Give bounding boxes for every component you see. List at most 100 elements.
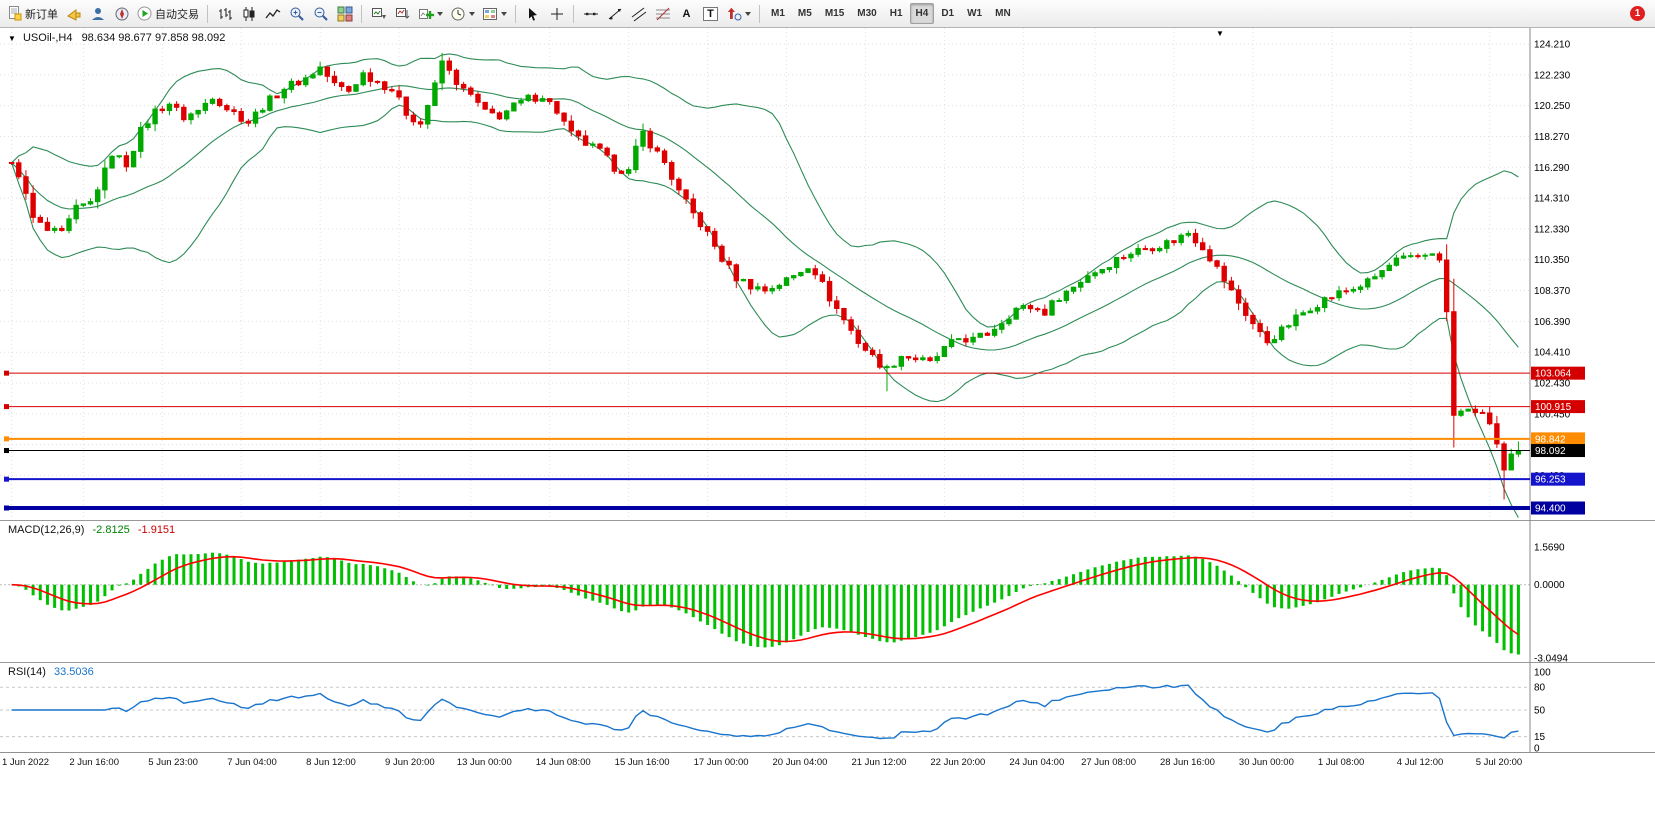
macd-scale-label: 1.5690: [1534, 543, 1565, 554]
timeframe-m5-button[interactable]: M5: [792, 3, 818, 24]
main-price-chart[interactable]: 124.210 122.230 120.250 118.270 116.290 114.3…: [0, 28, 1655, 520]
crosshair-button[interactable]: [545, 2, 568, 25]
time-axis-label: 1 Jul 08:00: [1317, 757, 1365, 768]
tile-windows-icon: [337, 6, 352, 21]
price-scale-label: 120.250: [1534, 101, 1571, 112]
timeframe-h1-button[interactable]: H1: [884, 3, 909, 24]
arrows-tool-button[interactable]: [723, 2, 754, 25]
autotrading-button[interactable]: 自动交易: [134, 2, 202, 25]
notification-badge[interactable]: 1: [1630, 6, 1645, 21]
clock-icon: [451, 7, 465, 20]
time-axis-label: 9 Jun 20:00: [385, 757, 435, 768]
candlestick-icon: [243, 6, 254, 21]
price-tag: [1531, 366, 1585, 380]
horizontal-line-icon: [583, 12, 598, 15]
chart-cycle-icon: [395, 7, 409, 19]
rsi-indicator-panel[interactable]: 100 80 50 150: [0, 662, 1655, 752]
symbol-dropdown-icon[interactable]: ▼: [8, 34, 16, 43]
chart-symbol-period: USOil-,H4: [22, 32, 73, 44]
crosshair-icon: [550, 7, 563, 20]
cursor-button[interactable]: [521, 2, 544, 25]
price-scale-label: 122.230: [1534, 70, 1571, 81]
arrange-windows-button[interactable]: [367, 2, 390, 25]
rsi-value: 33.5036: [53, 666, 94, 678]
autotrading-play-icon: [137, 6, 152, 21]
price-scale-label: 124.210: [1534, 40, 1571, 51]
price-tag: [1531, 432, 1585, 446]
new-order-button[interactable]: 新订单: [4, 2, 61, 25]
price-tag-label: 96.253: [1535, 475, 1566, 486]
rsi-scale-label: 0: [1534, 744, 1540, 753]
price-tag-label: 103.064: [1535, 369, 1572, 380]
timeframe-d1-button[interactable]: D1: [935, 3, 960, 24]
label-tool-button[interactable]: T: [699, 2, 722, 25]
candles: [8, 52, 1522, 500]
tile-windows-button[interactable]: [333, 2, 356, 25]
line-chart-mode-button[interactable]: [261, 2, 284, 25]
zoom-out-button[interactable]: [309, 2, 332, 25]
timeframe-h4-button[interactable]: H4: [909, 3, 935, 24]
time-axis[interactable]: 1 Jun 2022 2 Jun 16:00 5 Jun 23:00 7 Jun 04…: [0, 752, 1655, 815]
time-axis-label: 15 Jun 16:00: [614, 757, 670, 768]
time-axis-label: 20 Jun 04:00: [772, 757, 828, 768]
price-scale-label: 116.290: [1534, 163, 1570, 174]
price-tag-label: 100.915: [1535, 402, 1572, 413]
toolbar-separator: [515, 4, 516, 23]
macd-signal-value: -1.9151: [137, 524, 176, 536]
ohlc-bars-icon: [218, 7, 232, 20]
rsi-label: RSI(14) 33.5036: [8, 666, 94, 678]
horizontal-line-tool-button[interactable]: [579, 2, 602, 25]
navigator-button[interactable]: [110, 2, 133, 25]
price-tag: [1531, 444, 1585, 458]
macd-scale-label: -3.0494: [1534, 654, 1568, 663]
timeframe-m30-button[interactable]: M30: [851, 3, 882, 24]
price-scale-label: 106.390: [1534, 317, 1571, 328]
price-scale-label: 118.270: [1534, 132, 1570, 143]
periods-button[interactable]: [447, 2, 478, 25]
macd-indicator-panel[interactable]: 1.5690 0.0000 -3.0494: [0, 520, 1655, 662]
macd-scale-label: 0.0000: [1534, 580, 1565, 591]
templates-button[interactable]: [479, 2, 510, 25]
time-axis-label: 13 Jun 00:00: [456, 757, 512, 768]
price-scale-label: 102.430: [1534, 379, 1571, 390]
timeframe-mn-button[interactable]: MN: [989, 3, 1017, 24]
text-tool-button[interactable]: A: [675, 2, 698, 25]
time-axis-label: 8 Jun 12:00: [306, 757, 356, 768]
timeframe-m15-button[interactable]: M15: [819, 3, 850, 24]
zoom-in-icon: [290, 7, 304, 21]
rsi-line: [11, 684, 1519, 740]
bar-chart-mode-button[interactable]: [213, 2, 236, 25]
price-tag: [1531, 472, 1585, 486]
time-axis-label: 17 Jun 00:00: [693, 757, 749, 768]
trendline-icon: [608, 8, 621, 19]
time-axis-label: 14 Jun 08:00: [535, 757, 591, 768]
fibonacci-tool-button[interactable]: [651, 2, 674, 25]
dropdown-caret-icon: [469, 11, 475, 16]
price-tag: [1531, 400, 1585, 414]
chart-cycle-button[interactable]: [391, 2, 414, 25]
time-axis-label: 4 Jul 12:00: [1396, 757, 1444, 768]
price-scale-label: 112.330: [1534, 224, 1570, 235]
profiles-button[interactable]: [62, 2, 85, 25]
zoom-out-icon: [314, 7, 328, 21]
chart-title: ▼ USOil-,H4 98.634 98.677 97.858 98.092: [8, 32, 225, 44]
time-axis-label: 5 Jul 20:00: [1475, 757, 1523, 768]
market-watch-button[interactable]: [86, 2, 109, 25]
chart-shift-marker[interactable]: ▼: [1216, 29, 1224, 38]
fibonacci-icon: [655, 7, 670, 20]
candlestick-mode-button[interactable]: [237, 2, 260, 25]
chart-grid: [0, 28, 1530, 520]
timeframe-w1-button[interactable]: W1: [961, 3, 988, 24]
time-axis-label: 2 Jun 16:00: [69, 757, 119, 768]
trendline-tool-button[interactable]: [603, 2, 626, 25]
rsi-scale-label: 80: [1534, 683, 1546, 694]
timeframe-m1-button[interactable]: M1: [765, 3, 791, 24]
time-axis-label: 24 Jun 04:00: [1009, 757, 1065, 768]
channel-tool-button[interactable]: [627, 2, 650, 25]
rsi-name: RSI(14): [8, 666, 46, 678]
zoom-in-button[interactable]: [285, 2, 308, 25]
indicators-button[interactable]: [415, 2, 446, 25]
rsi-scale-label: 100: [1534, 668, 1551, 679]
